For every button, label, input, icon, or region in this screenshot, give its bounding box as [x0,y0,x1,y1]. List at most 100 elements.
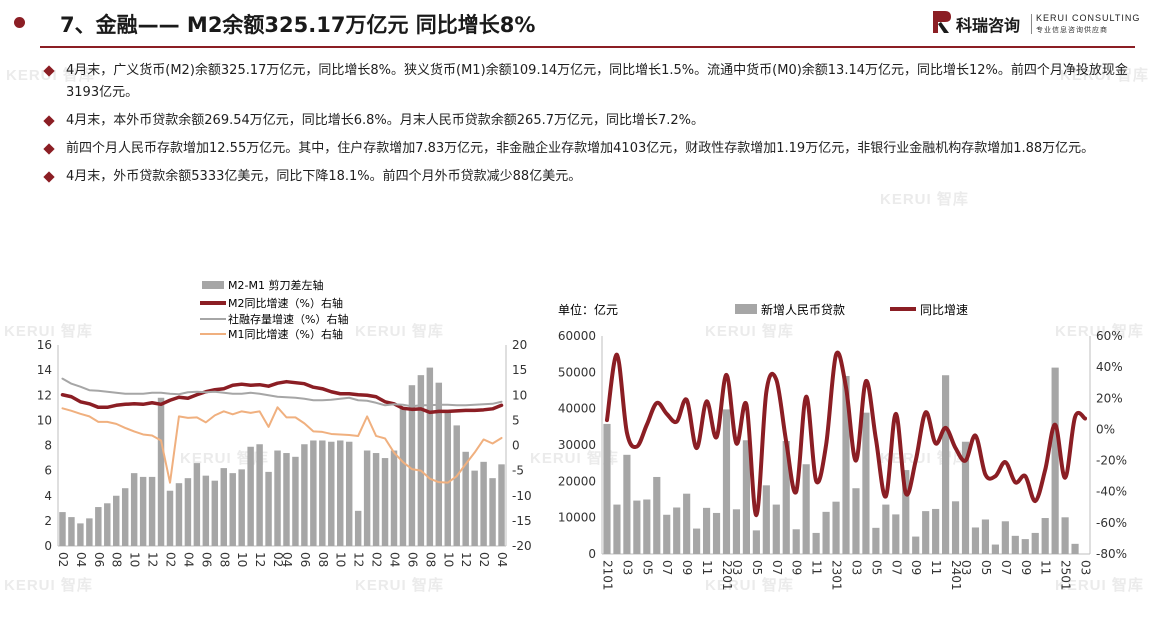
bar [462,451,469,546]
bar [408,385,416,546]
y-right-tick-label: 0 [512,439,520,453]
bar [613,504,621,554]
y-left-tick-label: 2 [44,514,52,528]
bar [971,527,980,554]
title-bullet-dot [14,17,25,28]
bar [202,475,210,546]
bar [480,461,487,546]
bar [1061,517,1069,554]
y-right-tick-label: 5 [512,413,520,427]
bar [399,407,407,546]
x-tick-label: 04 [74,552,88,567]
y-left-tick-label: 10000 [558,511,596,525]
bar [762,485,770,554]
x-tick-label: 10 [441,552,455,567]
y-right-tick-label: -5 [512,464,524,478]
bar [363,450,371,546]
bar [782,441,790,554]
title-divider [40,46,1135,48]
bar [961,441,970,554]
bar [113,495,120,546]
x-tick-label: 09 [909,560,923,575]
bar [772,504,780,554]
x-tick-label: 11 [700,560,714,575]
bar [130,473,138,546]
x-tick-label: 11 [929,560,943,575]
bar [256,444,263,546]
title-bar: 7、金融—— M2余额325.17万亿元 同比增长8% 科瑞咨询 KERUI C… [0,0,1150,52]
bar [732,509,741,554]
bullet-text: 前四个月人民币存款增加12.55万亿元。其中，住户存款增加7.83万亿元，非金融… [66,141,1095,156]
x-tick-label: 12 [146,552,160,567]
bar [633,500,641,554]
bar [166,490,174,546]
bullet-item: 4月末，广义货币(M2)余额325.17万亿元，同比增长8%。狭义货币(M1)余… [43,60,1134,104]
watermark: KERUI 智库 [180,450,269,467]
x-tick-label: 07 [999,560,1013,575]
x-tick-label: 11 [1039,560,1053,575]
x-tick-label: 03 [849,560,863,575]
bar [951,501,960,554]
y-left-tick-label: 4 [44,489,52,503]
bar [148,476,156,546]
y-left-tick-label: 12 [37,388,52,402]
unit-label: 单位：亿元 [558,302,618,317]
social-financing-line [61,377,503,408]
summary-bullets: 4月末，广义货币(M2)余额325.17万亿元，同比增长8%。狭义货币(M1)余… [43,60,1134,194]
bar [104,503,111,546]
watermark: KERUI 智库 [1060,67,1149,84]
bar [292,456,299,546]
x-tick-label: 08 [423,552,437,567]
bar [722,409,731,554]
bar [862,412,870,554]
x-tick-label: 2501 [1059,560,1073,591]
legend-label: 同比增速 [920,303,968,317]
bar [1071,543,1079,554]
watermark: KERUI 智库 [530,450,619,467]
x-tick-label: 10 [128,552,142,567]
x-tick-label: 05 [979,560,993,575]
bar [390,450,398,546]
x-tick-label: 10 [334,552,348,567]
logo-divider [1031,14,1032,34]
bullet-text: 4月末，外币贷款余额5333亿美元，同比下降18.1%。前四个月外币贷款减少88… [66,169,582,184]
y-left-tick-label: 20000 [558,474,596,488]
bar [752,530,760,554]
y-left-tick-label: 16 [37,338,52,352]
logo-mark-icon [933,11,951,33]
bar [683,493,691,554]
legend-label: M1同比增速（%）右轴 [228,327,343,341]
x-tick-label: 04 [280,552,294,567]
x-tick-label: 12 [253,552,267,567]
bar [1041,518,1049,554]
loan-growth-line [604,350,1088,518]
money-supply-chart: M2-M1 剪刀差左轴 M2同比增速（%）右轴 社融存量增速（%）右轴 M1同比… [37,278,532,567]
y-right-tick-label: -80% [1096,547,1127,561]
y-left-tick-label: 10 [37,413,52,427]
y-left-tick-label: 14 [37,363,52,377]
watermark: KERUI 智库 [355,577,444,594]
watermark: KERUI 智库 [705,577,794,594]
bullet-item: 4月末，外币贷款余额5333亿美元，同比下降18.1%。前四个月外币贷款减少88… [43,166,1134,188]
x-tick-label: 08 [217,552,231,567]
bar [354,510,362,546]
bar [453,425,460,546]
bar [328,441,335,546]
x-tick-label: 09 [790,560,804,575]
watermark: KERUI 智库 [1055,577,1144,594]
bullet-item: 前四个月人民币存款增加12.55万亿元。其中，住户存款增加7.83万亿元，非金融… [43,138,1134,160]
bar [337,440,344,546]
bar [852,488,860,554]
y-right-tick-label: 15 [512,363,527,377]
y-right-tick-label: -60% [1096,516,1127,530]
bar [842,375,850,554]
bar [832,501,840,554]
bar [653,476,661,554]
x-tick-label: 09 [680,560,694,575]
diamond-bullet-icon [43,171,55,183]
bar [238,469,245,546]
bar [193,463,201,546]
bar [381,458,389,546]
x-tick-label: 05 [750,560,764,575]
bar [220,468,227,546]
